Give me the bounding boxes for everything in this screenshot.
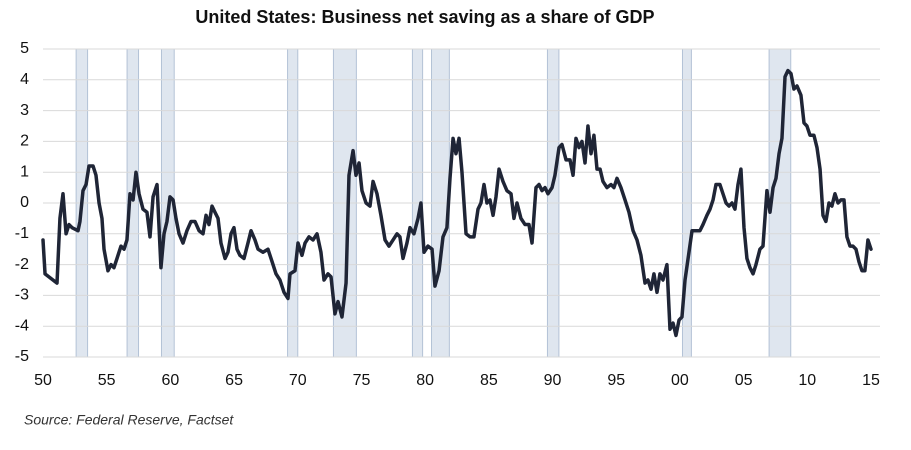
- x-tick-label: 10: [798, 372, 816, 389]
- x-tick-label: 90: [544, 372, 562, 389]
- x-tick-label: 80: [416, 372, 434, 389]
- x-tick-label: 00: [671, 372, 689, 389]
- y-tick-label: 2: [20, 133, 29, 150]
- x-tick-label: 70: [289, 372, 307, 389]
- x-tick-label: 15: [862, 372, 880, 389]
- y-tick-label: -2: [15, 256, 29, 273]
- x-tick-label: 05: [735, 372, 753, 389]
- x-tick-label: 95: [607, 372, 625, 389]
- y-tick-label: 3: [20, 102, 29, 119]
- y-tick-label: -4: [15, 317, 29, 334]
- x-tick-label: 85: [480, 372, 498, 389]
- data-line: [41, 68, 873, 338]
- y-tick-label: 4: [20, 71, 29, 88]
- y-tick-label: 0: [20, 194, 29, 211]
- x-tick-label: 55: [98, 372, 116, 389]
- source-note: Source: Federal Reserve, Factset: [24, 412, 234, 428]
- y-tick-label: -3: [15, 287, 29, 304]
- x-tick-label: 50: [34, 372, 52, 389]
- y-tick-label: -5: [15, 348, 29, 365]
- y-tick-label: -1: [15, 225, 29, 242]
- y-tick-label: 5: [20, 40, 29, 57]
- x-tick-label: 60: [161, 372, 179, 389]
- x-tick-label: 65: [225, 372, 243, 389]
- chart-title: United States: Business net saving as a …: [195, 7, 654, 27]
- y-tick-label: 1: [20, 163, 29, 180]
- x-tick-label: 75: [353, 372, 371, 389]
